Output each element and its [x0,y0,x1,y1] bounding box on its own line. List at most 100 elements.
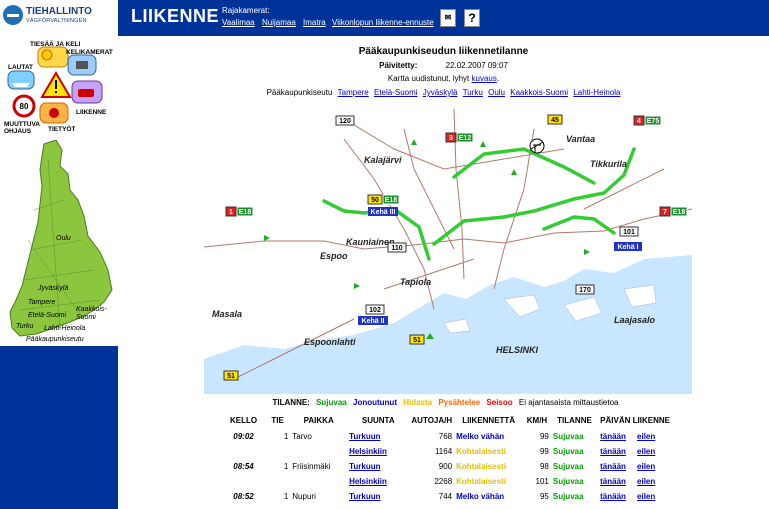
region-link-oulu[interactable]: Oulu [488,88,506,97]
col-direction: SUUNTA [361,416,395,425]
row-time [222,474,265,489]
col-flow: LIIKENNETTÄ [462,416,516,425]
row-time: 09:02 [233,432,254,441]
row-today-link[interactable]: tänään [600,462,626,471]
help-icon[interactable]: ? [464,9,480,27]
camera-link-vaalimaa[interactable]: Vaalimaa [222,18,255,27]
table-row: 09:02 1 Tarvo Turkuun 768 Melko vähän 99… [222,429,672,444]
nav-ferries[interactable]: LAUTAT [8,64,34,71]
row-state: Sujuvaa [552,477,584,486]
tiehallinto-logo[interactable]: TIEHALLINTO VÄGFÖRVALTNINGEN [3,3,115,29]
row-yesterday-link[interactable]: eilen [637,492,656,501]
row-yesterday-link[interactable]: eilen [637,447,656,456]
ring-road-kehä-i: Kehä I [617,244,638,251]
region-link-turku[interactable]: Turku [462,88,483,97]
city-oulu[interactable]: Oulu [56,235,71,242]
city-kaakkois-suomi[interactable]: Kaakkois-Suomi [76,306,107,321]
region-link-jyvaskyla[interactable]: Jyväskylä [422,88,458,97]
road-101: 101 [623,229,635,236]
row-direction-link[interactable]: Turkuun [349,432,381,441]
legend-stop-and-go: Pysähtelee [438,398,481,407]
row-place [290,474,347,489]
top-header: LIIKENNE Rajakamerat: Vaalimaa Nuijamaa … [118,0,769,36]
row-speed: 101 [535,477,549,486]
feedback-icon[interactable]: ✉ [440,9,456,27]
row-yesterday-link[interactable]: eilen [637,462,656,471]
place-masala: Masala [212,309,242,319]
row-today-link[interactable]: tänään [600,477,626,486]
road-7: 7 [663,209,667,216]
row-cars: 1164 [434,447,453,456]
row-cars: 768 [438,432,453,441]
region-link-tampere[interactable]: Tampere [337,88,369,97]
row-flow: Kohtalaisesti [456,447,506,456]
row-cars: 2268 [434,477,453,486]
page-title: LIIKENNE [131,6,220,26]
row-today-link[interactable]: tänään [600,432,626,441]
city-tampere[interactable]: Tampere [28,299,56,306]
nav-weather[interactable]: TIESÄÄ JA KELI [30,41,81,48]
city-turku[interactable]: Turku [16,323,34,330]
road-51-west: 51 [227,373,235,380]
row-flow: Kohtalaisesti [456,462,506,471]
place-tapiola: Tapiola [400,277,431,287]
region-link-etela-suomi[interactable]: Etelä-Suomi [373,88,418,97]
col-place: PAIKKA [303,416,334,425]
camera-link-imatra[interactable]: Imatra [303,18,326,27]
road-120: 120 [339,118,351,125]
nav-roadworks[interactable]: TIETYÖT [48,126,76,133]
place-vantaa: Vantaa [566,134,595,144]
finland-map[interactable]: Oulu Jyväskylä Tampere Kaakkois-Suomi Et… [4,139,116,346]
row-yesterday-link[interactable]: eilen [637,477,656,486]
row-flow: Melko vähän [456,492,505,501]
col-speed: KM/H [526,416,548,425]
place-tikkurila: Tikkurila [590,159,627,169]
nav-cameras[interactable]: KELIKAMERAT [66,49,113,56]
svg-text:80: 80 [20,102,29,111]
airport-icon [529,138,545,154]
weekend-forecast-link[interactable]: Viikonlopun liikenne-ennuste [332,18,434,27]
ring-road-kehä-ii: Kehä II [362,318,385,325]
row-time: 08:54 [233,462,254,471]
ring-road-3-segment[interactable] [452,147,596,185]
east-ring-segment[interactable] [542,215,616,235]
eroad-e18-east: E18 [673,209,686,216]
row-state: Sujuvaa [552,447,584,456]
place-kalajarvi: Kalajärvi [364,155,402,165]
speed-sign-icon[interactable] [12,94,36,118]
road-4: 4 [637,118,641,125]
row-place: Tarvo [292,432,312,441]
table-row: 08:52 1 Nupuri Turkuun 744 Melko vähän 9… [222,489,672,504]
nav-traffic[interactable]: LIIKENNE [76,109,107,116]
road-110: 110 [391,245,402,252]
row-today-link[interactable]: tänään [600,447,626,456]
region-link-lahti-heinola[interactable]: Lahti-Heinola [573,88,621,97]
col-cars: AUTOJA/H [411,416,453,425]
place-laajasalo: Laajasalo [614,315,656,325]
sidebar-footer [0,346,118,509]
row-direction-link[interactable]: Turkuun [349,462,381,471]
row-yesterday-link[interactable]: eilen [637,432,656,441]
city-paakaupunkiseutu[interactable]: Pääkaupunkiseutu [26,336,84,343]
table-row: Helsinkiin 2268 Kohtalaisesti 101 Sujuva… [222,474,672,489]
row-today-link[interactable]: tänään [600,492,626,501]
row-place [290,444,347,459]
region-link-kaakkois-suomi[interactable]: Kaakkois-Suomi [510,88,569,97]
row-direction-link[interactable]: Turkuun [349,492,381,501]
eroad-e12: E12 [459,135,472,142]
camera-link-nuijamaa[interactable]: Nuijamaa [262,18,296,27]
traffic-map[interactable]: Vantaa Kalajärvi Tikkurila Kauniainen Es… [204,109,692,394]
ring-road-1-segment[interactable] [432,147,636,246]
city-jyvaskyla[interactable]: Jyväskylä [38,285,69,292]
brand-subtitle: VÄGFÖRVALTNINGEN [26,18,87,24]
tiehallinto-logo-icon [3,5,23,25]
main-heading: Pääkaupunkiseudun liikennetilanne [358,46,529,57]
city-etela-suomi[interactable]: Etelä-Suomi [28,312,67,319]
row-direction-link[interactable]: Helsinkiin [349,447,387,456]
map-description-link[interactable]: kuvaus [471,74,497,83]
road-102: 102 [369,307,381,314]
nav-control[interactable]: MUUTTUVA OHJAUS [4,121,40,135]
row-direction-link[interactable]: Helsinkiin [349,477,387,486]
row-road: 1 [283,432,289,441]
city-lahti-heinola[interactable]: Lahti-Heinola [44,325,86,332]
